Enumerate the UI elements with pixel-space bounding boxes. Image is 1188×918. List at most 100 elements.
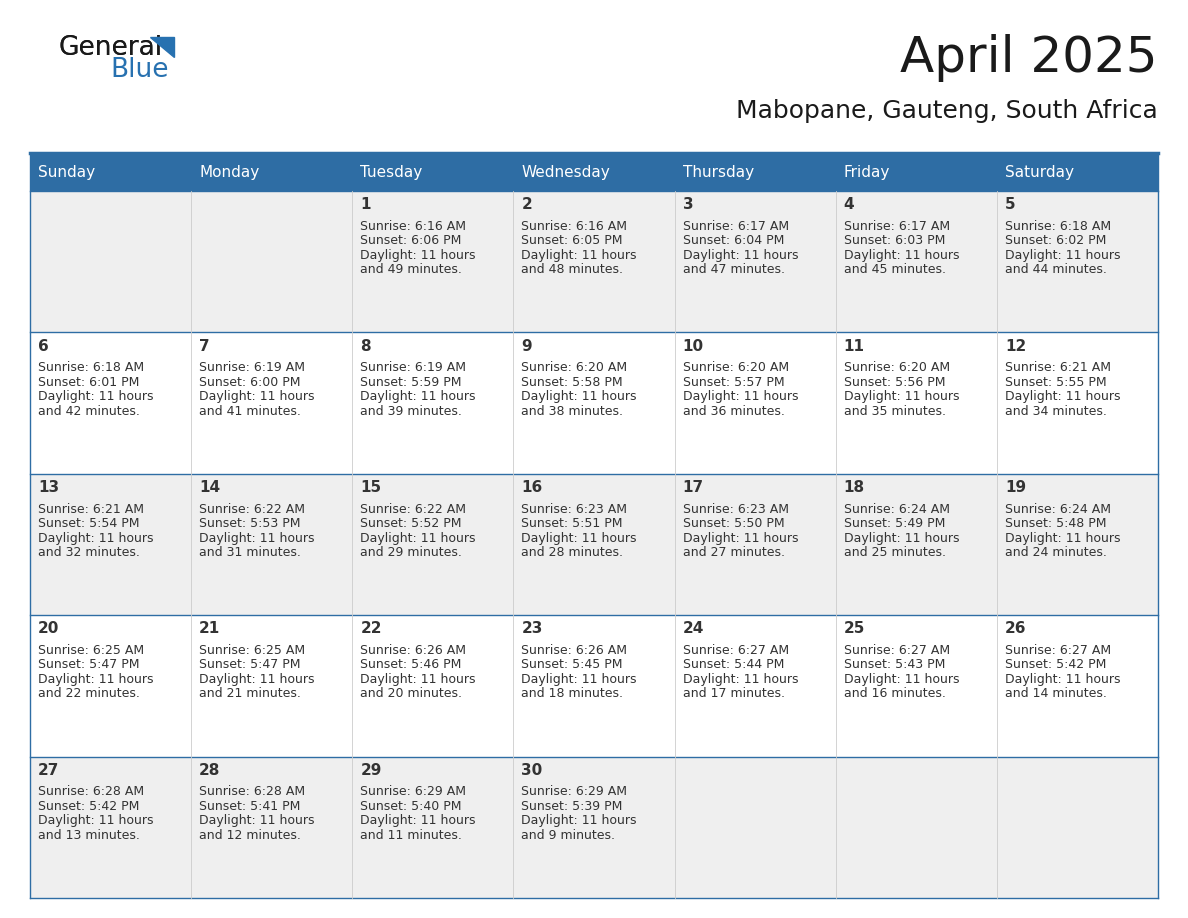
Text: Sunset: 6:05 PM: Sunset: 6:05 PM — [522, 234, 623, 247]
Text: Sunset: 5:50 PM: Sunset: 5:50 PM — [683, 517, 784, 530]
Bar — [30, 155, 1158, 191]
Text: Sunrise: 6:25 AM: Sunrise: 6:25 AM — [200, 644, 305, 657]
Text: 28: 28 — [200, 763, 221, 778]
Text: Daylight: 11 hours: Daylight: 11 hours — [843, 532, 959, 544]
Text: Daylight: 11 hours: Daylight: 11 hours — [683, 390, 798, 403]
Text: Sunset: 5:48 PM: Sunset: 5:48 PM — [1005, 517, 1106, 530]
Text: Thursday: Thursday — [683, 165, 753, 181]
Text: 16: 16 — [522, 480, 543, 495]
Text: Sunrise: 6:18 AM: Sunrise: 6:18 AM — [1005, 219, 1111, 233]
Text: Daylight: 11 hours: Daylight: 11 hours — [38, 673, 153, 686]
Text: Daylight: 11 hours: Daylight: 11 hours — [38, 390, 153, 403]
Text: 11: 11 — [843, 339, 865, 353]
Text: April 2025: April 2025 — [901, 34, 1158, 82]
Text: Sunset: 5:57 PM: Sunset: 5:57 PM — [683, 375, 784, 388]
Text: and 11 minutes.: and 11 minutes. — [360, 829, 462, 842]
Text: Sunrise: 6:24 AM: Sunrise: 6:24 AM — [1005, 502, 1111, 516]
Text: Sunrise: 6:22 AM: Sunrise: 6:22 AM — [360, 502, 466, 516]
Text: and 35 minutes.: and 35 minutes. — [843, 405, 946, 418]
Text: and 12 minutes.: and 12 minutes. — [200, 829, 301, 842]
Text: Daylight: 11 hours: Daylight: 11 hours — [200, 814, 315, 827]
Text: Sunrise: 6:29 AM: Sunrise: 6:29 AM — [360, 786, 466, 799]
Text: 17: 17 — [683, 480, 703, 495]
Text: General: General — [58, 35, 162, 61]
Text: and 31 minutes.: and 31 minutes. — [200, 546, 301, 559]
Text: and 13 minutes.: and 13 minutes. — [38, 829, 140, 842]
Text: 15: 15 — [360, 480, 381, 495]
Text: Sunrise: 6:27 AM: Sunrise: 6:27 AM — [843, 644, 950, 657]
Text: 3: 3 — [683, 197, 693, 212]
Text: Sunset: 6:01 PM: Sunset: 6:01 PM — [38, 375, 139, 388]
Text: 20: 20 — [38, 621, 59, 636]
Text: Sunrise: 6:23 AM: Sunrise: 6:23 AM — [522, 502, 627, 516]
Bar — [30, 332, 1158, 474]
Text: Sunrise: 6:18 AM: Sunrise: 6:18 AM — [38, 361, 144, 375]
Text: Sunrise: 6:29 AM: Sunrise: 6:29 AM — [522, 786, 627, 799]
Text: Sunrise: 6:23 AM: Sunrise: 6:23 AM — [683, 502, 789, 516]
Text: and 27 minutes.: and 27 minutes. — [683, 546, 784, 559]
Text: and 47 minutes.: and 47 minutes. — [683, 263, 784, 276]
Bar — [30, 474, 1158, 615]
Text: Saturday: Saturday — [1005, 165, 1074, 181]
Text: Sunset: 5:42 PM: Sunset: 5:42 PM — [1005, 658, 1106, 671]
Text: 6: 6 — [38, 339, 49, 353]
Text: and 14 minutes.: and 14 minutes. — [1005, 688, 1107, 700]
Text: Sunrise: 6:16 AM: Sunrise: 6:16 AM — [360, 219, 466, 233]
Text: Daylight: 11 hours: Daylight: 11 hours — [843, 249, 959, 262]
Text: Daylight: 11 hours: Daylight: 11 hours — [360, 249, 475, 262]
Text: and 16 minutes.: and 16 minutes. — [843, 688, 946, 700]
Text: and 17 minutes.: and 17 minutes. — [683, 688, 784, 700]
Text: and 24 minutes.: and 24 minutes. — [1005, 546, 1107, 559]
Text: Sunset: 5:39 PM: Sunset: 5:39 PM — [522, 800, 623, 812]
Text: Sunrise: 6:20 AM: Sunrise: 6:20 AM — [683, 361, 789, 375]
Text: and 42 minutes.: and 42 minutes. — [38, 405, 140, 418]
Text: 29: 29 — [360, 763, 381, 778]
Text: Sunset: 5:43 PM: Sunset: 5:43 PM — [843, 658, 946, 671]
Text: 8: 8 — [360, 339, 371, 353]
Text: Daylight: 11 hours: Daylight: 11 hours — [683, 532, 798, 544]
Text: Daylight: 11 hours: Daylight: 11 hours — [360, 814, 475, 827]
Text: 25: 25 — [843, 621, 865, 636]
Text: 1: 1 — [360, 197, 371, 212]
Text: Daylight: 11 hours: Daylight: 11 hours — [683, 249, 798, 262]
Text: Sunset: 5:47 PM: Sunset: 5:47 PM — [200, 658, 301, 671]
Text: Daylight: 11 hours: Daylight: 11 hours — [200, 532, 315, 544]
Text: Daylight: 11 hours: Daylight: 11 hours — [522, 673, 637, 686]
Text: and 48 minutes.: and 48 minutes. — [522, 263, 624, 276]
Text: Daylight: 11 hours: Daylight: 11 hours — [200, 390, 315, 403]
Text: Sunset: 6:06 PM: Sunset: 6:06 PM — [360, 234, 462, 247]
Text: Sunrise: 6:20 AM: Sunrise: 6:20 AM — [843, 361, 950, 375]
Polygon shape — [150, 37, 173, 57]
Text: Sunset: 6:00 PM: Sunset: 6:00 PM — [200, 375, 301, 388]
Text: Sunrise: 6:26 AM: Sunrise: 6:26 AM — [522, 644, 627, 657]
Text: 22: 22 — [360, 621, 381, 636]
Text: Daylight: 11 hours: Daylight: 11 hours — [1005, 390, 1120, 403]
Text: 10: 10 — [683, 339, 703, 353]
Text: Sunrise: 6:27 AM: Sunrise: 6:27 AM — [683, 644, 789, 657]
Text: Sunset: 5:56 PM: Sunset: 5:56 PM — [843, 375, 946, 388]
Text: Sunrise: 6:28 AM: Sunrise: 6:28 AM — [200, 786, 305, 799]
Text: 14: 14 — [200, 480, 220, 495]
Text: Daylight: 11 hours: Daylight: 11 hours — [843, 390, 959, 403]
Text: Sunset: 5:49 PM: Sunset: 5:49 PM — [843, 517, 946, 530]
Text: and 20 minutes.: and 20 minutes. — [360, 688, 462, 700]
Text: Daylight: 11 hours: Daylight: 11 hours — [522, 532, 637, 544]
Text: Daylight: 11 hours: Daylight: 11 hours — [360, 532, 475, 544]
Text: 13: 13 — [38, 480, 59, 495]
Text: and 36 minutes.: and 36 minutes. — [683, 405, 784, 418]
Text: Sunset: 5:59 PM: Sunset: 5:59 PM — [360, 375, 462, 388]
Text: Sunrise: 6:28 AM: Sunrise: 6:28 AM — [38, 786, 144, 799]
Text: Sunrise: 6:27 AM: Sunrise: 6:27 AM — [1005, 644, 1111, 657]
Text: Sunset: 5:44 PM: Sunset: 5:44 PM — [683, 658, 784, 671]
Text: Mabopane, Gauteng, South Africa: Mabopane, Gauteng, South Africa — [737, 99, 1158, 123]
Text: and 38 minutes.: and 38 minutes. — [522, 405, 624, 418]
Text: Daylight: 11 hours: Daylight: 11 hours — [38, 532, 153, 544]
Text: Sunset: 5:53 PM: Sunset: 5:53 PM — [200, 517, 301, 530]
Text: and 18 minutes.: and 18 minutes. — [522, 688, 624, 700]
Text: Daylight: 11 hours: Daylight: 11 hours — [360, 390, 475, 403]
Text: Tuesday: Tuesday — [360, 165, 423, 181]
Text: 9: 9 — [522, 339, 532, 353]
Text: 18: 18 — [843, 480, 865, 495]
Text: Blue: Blue — [110, 57, 169, 83]
Text: and 49 minutes.: and 49 minutes. — [360, 263, 462, 276]
